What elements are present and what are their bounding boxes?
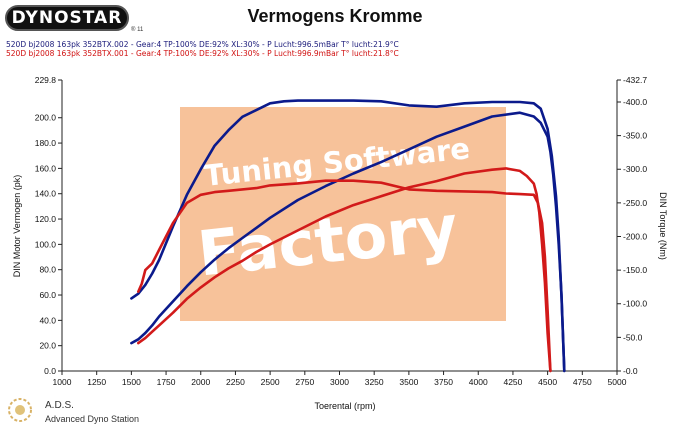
x-tick-label: 4500 — [538, 377, 557, 387]
y-tick-label: 40.0 — [39, 315, 56, 325]
x-tick-label: 1000 — [53, 377, 72, 387]
x-tick-label: 3500 — [399, 377, 418, 387]
y2-tick-label: -0.0 — [623, 366, 638, 376]
footer-name: Advanced Dyno Station — [45, 414, 140, 424]
y2-tick-label: -300.0 — [623, 164, 647, 174]
y-tick-label: 140.0 — [35, 189, 57, 199]
logo-text: DYNOSTAR — [11, 8, 123, 28]
y2-tick-label: -400.0 — [623, 97, 647, 107]
y-tick-label: 0.0 — [44, 366, 56, 376]
y-tick-label: 229.8 — [35, 75, 57, 85]
x-tick-label: 3750 — [434, 377, 453, 387]
y2-tick-label: -432.7 — [623, 75, 647, 85]
x-tick-label: 3000 — [330, 377, 349, 387]
y2-tick-label: -100.0 — [623, 299, 647, 309]
footer-abbr: A.D.S. — [45, 400, 74, 411]
run-001-power-line — [137, 167, 552, 373]
x-tick-label: 2750 — [295, 377, 314, 387]
y-tick-label: 180.0 — [35, 138, 57, 148]
run-info-001: 520D bj2008 163pk 352BTX.001 - Gear:4 TP… — [6, 49, 399, 58]
x-tick-label: 1250 — [87, 377, 106, 387]
x-axis-label: Toerental (rpm) — [314, 401, 375, 411]
x-tick-label: 2500 — [261, 377, 280, 387]
x-tick-label: 1750 — [157, 377, 176, 387]
x-tick-label: 2250 — [226, 377, 245, 387]
y-tick-label: 120.0 — [35, 214, 57, 224]
x-tick-label: 3250 — [365, 377, 384, 387]
y2-tick-label: -50.0 — [623, 332, 643, 342]
watermark-box — [180, 107, 506, 321]
y-tick-label: 80.0 — [39, 265, 56, 275]
y-tick-label: 60.0 — [39, 290, 56, 300]
x-tick-label: 1500 — [122, 377, 141, 387]
dynostar-logo: DYNOSTAR — [5, 5, 129, 31]
y-tick-label: 100.0 — [35, 239, 57, 249]
x-tick-label: 5000 — [608, 377, 627, 387]
y-tick-label: 160.0 — [35, 163, 57, 173]
chart-title: Vermogens Kromme — [247, 6, 423, 26]
y-axis-label: DIN Motor Vermogen (pk) — [12, 175, 22, 278]
x-tick-label: 2000 — [191, 377, 210, 387]
y2-tick-label: -150.0 — [623, 265, 647, 275]
y2-tick-label: -250.0 — [623, 198, 647, 208]
x-tick-label: 4750 — [573, 377, 592, 387]
y-tick-label: 20.0 — [39, 341, 56, 351]
run-001-torque-line — [137, 179, 552, 373]
y-tick-label: 200.0 — [35, 113, 57, 123]
ads-logo-icon — [8, 398, 32, 422]
x-tick-label: 4250 — [503, 377, 522, 387]
run-info-002: 520D bj2008 163pk 352BTX.002 - Gear:4 TP… — [6, 40, 399, 49]
y2-tick-label: -200.0 — [623, 231, 647, 241]
logo-registered-mark: ® 11 — [131, 27, 144, 33]
x-tick-label: 4000 — [469, 377, 488, 387]
y2-axis-label: DIN Torque (Nm) — [658, 192, 668, 260]
y2-tick-label: -350.0 — [623, 131, 647, 141]
